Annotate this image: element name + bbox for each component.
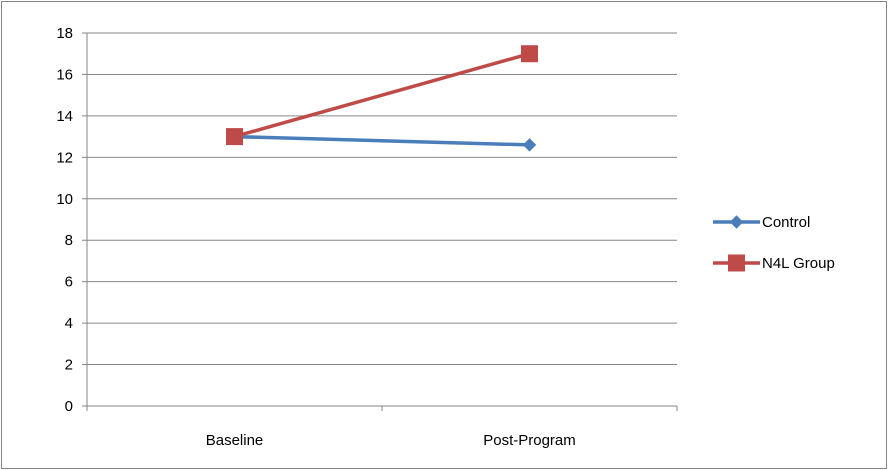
x-tick-label: Post-Program xyxy=(483,432,576,449)
series-line xyxy=(234,52,530,139)
legend-label: N4L Group xyxy=(762,255,835,272)
series-line xyxy=(234,134,530,147)
y-tick-label: 10 xyxy=(56,191,73,208)
legend: Control N4L Group xyxy=(713,214,835,272)
y-tick-label: 6 xyxy=(65,274,73,291)
data-point xyxy=(521,45,538,63)
y-tick-label: 8 xyxy=(65,232,73,249)
data-point xyxy=(522,138,537,152)
axes xyxy=(86,33,677,407)
y-axis-ticks: 0 2 4 6 8 10 12 14 16 18 xyxy=(56,25,87,415)
x-axis-ticks: Baseline Post-Program xyxy=(86,406,678,449)
y-tick-label: 2 xyxy=(65,357,73,374)
legend-marker xyxy=(729,215,744,229)
y-tick-label: 0 xyxy=(65,398,73,415)
y-tick-label: 16 xyxy=(56,66,73,83)
data-point xyxy=(226,128,243,146)
x-tick-label: Baseline xyxy=(206,432,264,449)
gridlines xyxy=(87,32,677,366)
y-tick-label: 14 xyxy=(56,108,73,125)
y-tick-label: 18 xyxy=(56,25,73,42)
series-lines xyxy=(226,45,538,152)
legend-marker xyxy=(728,254,745,272)
legend-label: Control xyxy=(762,214,810,231)
y-tick-label: 12 xyxy=(56,149,73,166)
y-tick-label: 4 xyxy=(65,315,73,332)
